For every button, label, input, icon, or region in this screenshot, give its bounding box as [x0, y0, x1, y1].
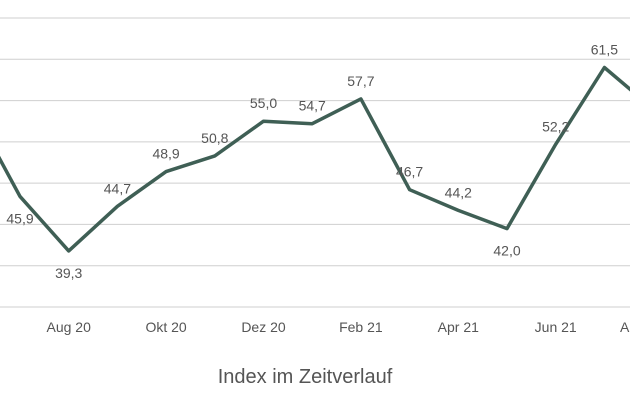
- x-tick-label: Aug 20: [47, 319, 92, 335]
- data-label: 44,2: [445, 184, 472, 200]
- data-label: 61,5: [591, 42, 618, 58]
- data-label: 42,0: [493, 243, 520, 259]
- data-label: 39,3: [55, 265, 82, 281]
- x-tick-label: Jun 21: [535, 319, 577, 335]
- data-label: 57,7: [347, 73, 374, 89]
- series-layer: [0, 65, 630, 253]
- data-label: 46,7: [396, 164, 423, 180]
- data-label: 48,9: [152, 146, 179, 162]
- x-axis-title: Index im Zeitverlauf: [218, 366, 393, 388]
- x-tick-label: Apr 21: [438, 319, 479, 335]
- series-line: [0, 65, 630, 253]
- x-tick-label: Okt 20: [145, 319, 186, 335]
- data-label: 55,0: [250, 95, 277, 111]
- x-tick-label: Au: [620, 319, 630, 335]
- gridlines: [0, 17, 630, 308]
- data-label: 52,2: [542, 118, 569, 134]
- data-labels: 45,9 39,3 44,7 48,9 50,8 55,0 54,7 57,7 46,7 44,2…: [6, 42, 618, 281]
- x-tick-label: Dez 20: [241, 319, 286, 335]
- data-label: 45,9: [6, 210, 33, 226]
- x-axis-ticks: Aug 20 Okt 20 Dez 20 Feb 21 Apr 21 Jun 21 Au: [47, 319, 630, 335]
- data-label: 54,7: [299, 98, 326, 114]
- data-label: 44,7: [104, 180, 131, 196]
- x-tick-label: Feb 21: [339, 319, 383, 335]
- data-label: 50,8: [201, 130, 228, 146]
